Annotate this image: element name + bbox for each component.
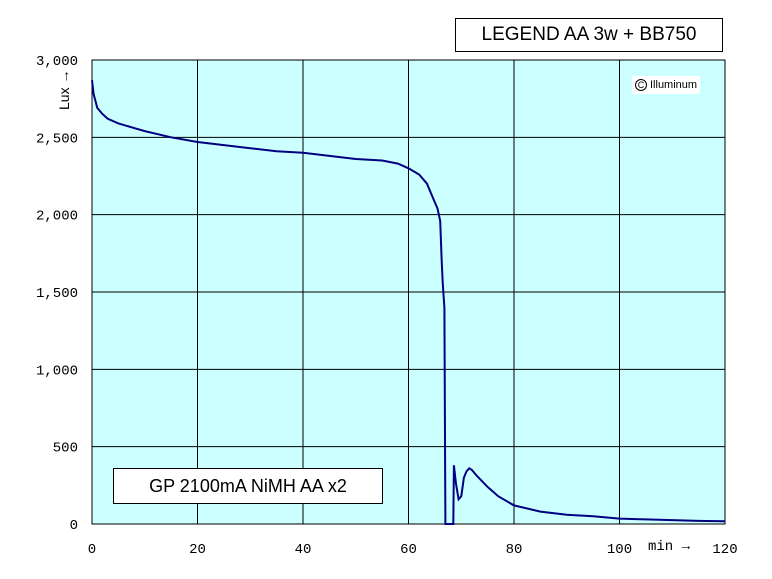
x-tick-label: 100 (607, 542, 632, 558)
x-tick-label: 0 (88, 542, 96, 558)
series-line (91, 79, 726, 525)
x-tick-label: 80 (506, 542, 523, 558)
chart-subtitle: GP 2100mA NiMH AA x2 (113, 468, 383, 504)
y-tick-label: 0 (70, 518, 78, 534)
x-tick-label: 120 (712, 542, 737, 558)
y-tick-label: 500 (53, 441, 78, 457)
watermark-text: Illuminum (650, 79, 698, 91)
x-tick-label: 20 (189, 542, 206, 558)
copyright-icon: C (635, 79, 647, 91)
y-axis-label: Lux → (56, 70, 72, 110)
y-tick-label: 3,000 (36, 54, 78, 70)
x-tick-label: 40 (295, 542, 312, 558)
chart-title: LEGEND AA 3w + BB750 (455, 18, 723, 52)
y-tick-label: 1,000 (36, 363, 78, 379)
x-axis-label: min → (648, 539, 691, 555)
tick-labels: 0 20 40 60 80 100 120 0 500 1,000 1,500 2,000 2,500 3… (36, 54, 738, 558)
y-tick-label: 1,500 (36, 286, 78, 302)
y-tick-label: 2,500 (36, 131, 78, 147)
grid (92, 60, 725, 524)
x-tick-label: 60 (400, 542, 417, 558)
copyright-watermark: C Illuminum (632, 76, 701, 94)
y-tick-label: 2,000 (36, 209, 78, 225)
